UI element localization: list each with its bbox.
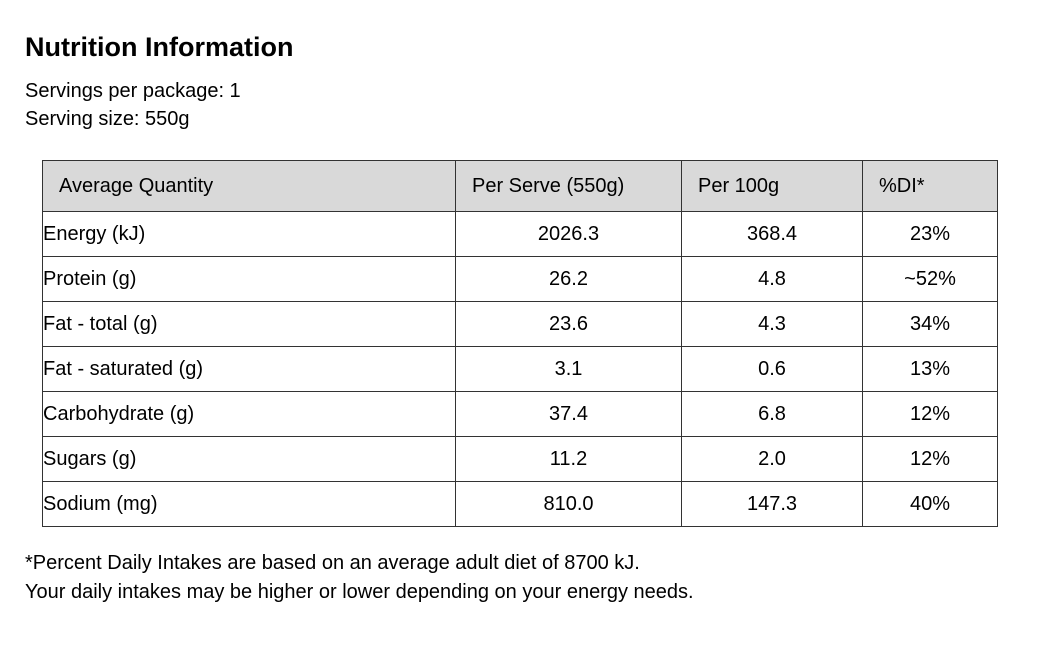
- row-per-100g: 368.4: [681, 211, 863, 257]
- table-header-row: Average Quantity Per Serve (550g) Per 10…: [42, 160, 998, 212]
- footnote-line-1: *Percent Daily Intakes are based on an a…: [25, 552, 640, 574]
- table-row-fat-saturated: Fat - saturated (g) 3.1 0.6 13%: [42, 346, 998, 392]
- row-per-100g: 6.8: [681, 391, 863, 437]
- row-per-100g: 0.6: [681, 346, 863, 392]
- row-di: 23%: [862, 211, 998, 257]
- page-title: Nutrition Information: [25, 32, 294, 63]
- row-di: 34%: [862, 301, 998, 347]
- row-di: 40%: [862, 481, 998, 527]
- row-label: Energy (kJ): [42, 211, 456, 257]
- footnote: *Percent Daily Intakes are based on an a…: [25, 549, 694, 607]
- servings-per-package: Servings per package: 1: [25, 80, 241, 102]
- header-per-serve: Per Serve (550g): [455, 160, 682, 212]
- header-percent-di: %DI*: [862, 160, 998, 212]
- row-label: Fat - saturated (g): [42, 346, 456, 392]
- serving-size: Serving size: 550g: [25, 108, 190, 130]
- row-per-100g: 4.8: [681, 256, 863, 302]
- row-per-serve: 810.0: [455, 481, 682, 527]
- serving-meta: Servings per package: 1 Serving size: 55…: [25, 77, 241, 133]
- row-label: Fat - total (g): [42, 301, 456, 347]
- row-di: 13%: [862, 346, 998, 392]
- table-row-protein: Protein (g) 26.2 4.8 ~52%: [42, 256, 998, 302]
- row-label: Sodium (mg): [42, 481, 456, 527]
- row-per-100g: 4.3: [681, 301, 863, 347]
- table-row-carbohydrate: Carbohydrate (g) 37.4 6.8 12%: [42, 391, 998, 437]
- row-per-100g: 2.0: [681, 436, 863, 482]
- table-row-sugars: Sugars (g) 11.2 2.0 12%: [42, 436, 998, 482]
- header-per-100g: Per 100g: [681, 160, 863, 212]
- table-row-energy: Energy (kJ) 2026.3 368.4 23%: [42, 211, 998, 257]
- table-row-fat-total: Fat - total (g) 23.6 4.3 34%: [42, 301, 998, 347]
- row-per-serve: 3.1: [455, 346, 682, 392]
- row-per-serve: 11.2: [455, 436, 682, 482]
- row-di: 12%: [862, 391, 998, 437]
- row-per-serve: 26.2: [455, 256, 682, 302]
- footnote-line-2: Your daily intakes may be higher or lowe…: [25, 581, 694, 603]
- row-per-100g: 147.3: [681, 481, 863, 527]
- row-di: ~52%: [862, 256, 998, 302]
- row-di: 12%: [862, 436, 998, 482]
- row-per-serve: 2026.3: [455, 211, 682, 257]
- row-per-serve: 37.4: [455, 391, 682, 437]
- row-label: Protein (g): [42, 256, 456, 302]
- table-row-sodium: Sodium (mg) 810.0 147.3 40%: [42, 481, 998, 527]
- nutrition-table: Average Quantity Per Serve (550g) Per 10…: [42, 160, 998, 527]
- row-label: Carbohydrate (g): [42, 391, 456, 437]
- row-label: Sugars (g): [42, 436, 456, 482]
- header-average-quantity: Average Quantity: [42, 160, 456, 212]
- row-per-serve: 23.6: [455, 301, 682, 347]
